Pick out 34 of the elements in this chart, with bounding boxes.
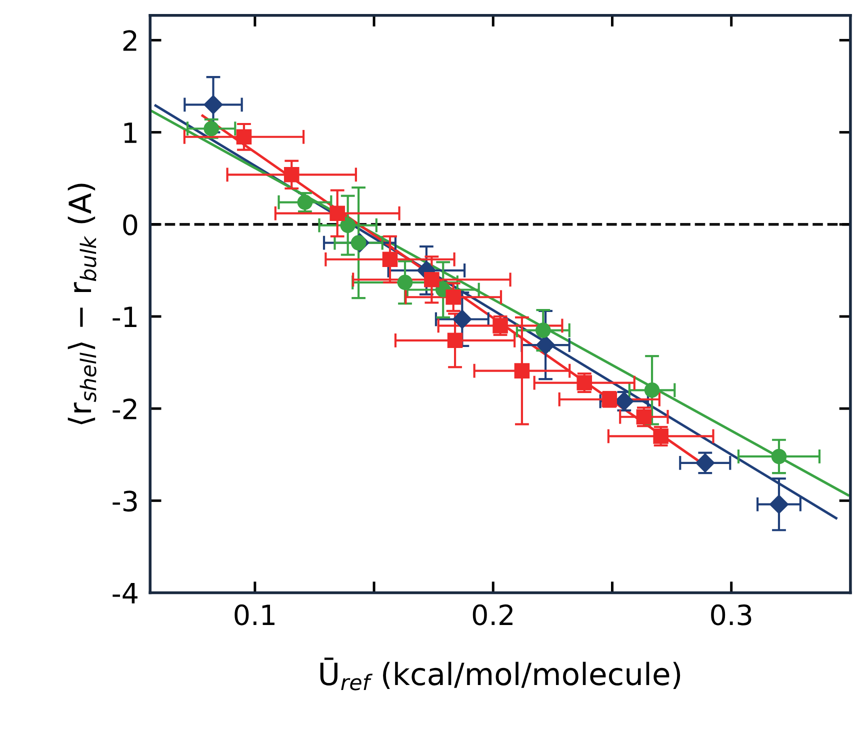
point — [769, 494, 789, 514]
point — [644, 382, 660, 398]
x-axis-title: Ū$_{ref}$ (kcal/mol/molecule) — [320, 658, 680, 690]
point — [653, 428, 668, 444]
y-tick-label: -4 — [112, 583, 138, 604]
point — [382, 252, 398, 268]
y-axis-title: ⟨r$_{shell}$⟩ − r$_{bulk}$ (A) — [68, 184, 96, 424]
y-tick-label: -1 — [112, 306, 136, 328]
point — [447, 332, 463, 348]
point — [514, 363, 530, 378]
point — [536, 335, 556, 355]
point — [771, 448, 787, 464]
y-tick-label: 0 — [123, 214, 138, 236]
x-tick-label: 0.1 — [234, 604, 274, 626]
point — [297, 194, 313, 210]
point — [446, 290, 461, 305]
y-tick-label: -2 — [112, 398, 136, 420]
point — [576, 375, 592, 390]
point — [536, 322, 551, 338]
point — [284, 167, 300, 182]
point — [204, 95, 223, 114]
point — [397, 274, 413, 290]
point — [424, 272, 440, 288]
point — [492, 318, 508, 334]
y-tick-label: -3 — [112, 490, 137, 512]
point — [236, 129, 252, 145]
point — [340, 218, 356, 233]
y-tick-label: 1 — [124, 122, 136, 143]
y-tick-label: 2 — [123, 30, 136, 51]
point — [330, 206, 345, 221]
x-tick-label: 0.3 — [711, 604, 752, 626]
point — [636, 409, 652, 424]
x-tick-label: 0.2 — [472, 604, 512, 626]
point — [452, 310, 472, 329]
